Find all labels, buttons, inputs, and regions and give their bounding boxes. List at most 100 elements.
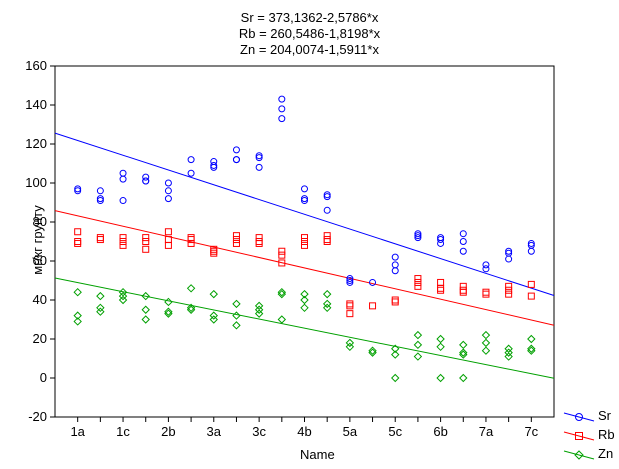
sr-point bbox=[278, 115, 286, 123]
zn-point bbox=[481, 346, 491, 355]
trend-line-zn bbox=[54, 277, 555, 379]
zn-point bbox=[413, 352, 423, 361]
sr-point bbox=[437, 239, 445, 247]
rb-point bbox=[96, 236, 104, 244]
legend-label-sr: Sr bbox=[598, 408, 611, 423]
sr-point bbox=[391, 261, 399, 269]
x-tick-label: 5c bbox=[388, 424, 402, 439]
zn-point bbox=[527, 334, 536, 344]
rb-point bbox=[437, 284, 445, 292]
sr-point bbox=[210, 163, 218, 171]
sr-point bbox=[437, 236, 445, 244]
x-tick-label: 1a bbox=[70, 424, 85, 439]
sr-point bbox=[414, 232, 422, 240]
sr-point bbox=[119, 175, 127, 183]
sr-point bbox=[142, 173, 150, 181]
zn-point bbox=[481, 330, 491, 340]
zn-point bbox=[345, 338, 355, 348]
zn-point bbox=[527, 346, 536, 355]
zn-point bbox=[118, 291, 128, 301]
rb-point bbox=[323, 232, 331, 240]
sr-point bbox=[164, 195, 172, 203]
zn-point bbox=[73, 311, 82, 320]
zn-point bbox=[322, 303, 332, 313]
rb-point bbox=[527, 280, 535, 288]
zn-point bbox=[459, 340, 468, 350]
sr-point bbox=[255, 152, 263, 160]
sr-point bbox=[482, 265, 490, 273]
rb-point bbox=[505, 290, 513, 298]
sr-point bbox=[346, 277, 354, 284]
rb-point bbox=[142, 245, 150, 253]
rb-point bbox=[278, 251, 286, 259]
rb-point bbox=[482, 290, 490, 298]
y-tick-label: 20 bbox=[33, 331, 47, 346]
sr-point bbox=[323, 193, 331, 201]
zn-point bbox=[300, 303, 309, 313]
sr-point bbox=[346, 278, 354, 286]
zn-point bbox=[164, 297, 173, 307]
sr-point bbox=[391, 267, 399, 275]
trend-line-sr bbox=[54, 132, 555, 296]
y-axis-label: мг/кг грунту bbox=[30, 205, 46, 275]
rb-point bbox=[96, 234, 104, 242]
x-tick-label: 4b bbox=[297, 424, 311, 439]
rb-point bbox=[323, 236, 331, 244]
rb-point bbox=[301, 234, 308, 242]
sr-point bbox=[164, 179, 172, 187]
zn-point bbox=[504, 348, 513, 357]
rb-point bbox=[278, 259, 286, 267]
sr-point bbox=[255, 163, 263, 171]
zn-point bbox=[96, 307, 105, 316]
zn-point bbox=[141, 315, 150, 324]
zn-point bbox=[459, 373, 468, 383]
y-tick-label: 120 bbox=[25, 136, 47, 151]
rb-point bbox=[232, 232, 240, 240]
sr-point bbox=[74, 187, 82, 195]
rb-point bbox=[187, 239, 195, 247]
zn-point bbox=[186, 284, 196, 293]
zn-point bbox=[322, 299, 332, 309]
rb-point bbox=[301, 241, 308, 249]
y-tick-label: 140 bbox=[25, 97, 47, 112]
rb-point bbox=[346, 302, 354, 310]
zn-point bbox=[186, 305, 196, 314]
sr-point bbox=[505, 247, 513, 255]
legend-label-rb: Rb bbox=[598, 427, 615, 442]
sr-point bbox=[278, 105, 286, 113]
rb-point bbox=[505, 282, 513, 290]
sr-point bbox=[391, 253, 399, 261]
sr-point bbox=[255, 154, 263, 162]
trend-line-rb bbox=[54, 210, 555, 326]
zn-point bbox=[118, 287, 128, 297]
zn-point bbox=[391, 344, 400, 353]
sr-point bbox=[527, 247, 535, 255]
zn-point bbox=[527, 344, 536, 353]
sr-point bbox=[142, 177, 150, 185]
rb-point bbox=[278, 247, 286, 255]
y-tick-label: -20 bbox=[28, 409, 47, 424]
zn-point bbox=[164, 307, 173, 316]
x-tick-label: 2b bbox=[161, 424, 175, 439]
sr-point bbox=[323, 206, 331, 214]
rb-point bbox=[164, 241, 172, 249]
y-tick-label: 60 bbox=[33, 253, 47, 268]
sr-point bbox=[482, 261, 490, 269]
zn-point bbox=[459, 350, 468, 359]
rb-point bbox=[505, 286, 513, 294]
rb-point bbox=[164, 228, 172, 236]
sr-point bbox=[301, 195, 308, 203]
sr-point bbox=[459, 247, 467, 255]
zn-point bbox=[368, 346, 377, 355]
rb-point bbox=[459, 282, 467, 290]
rb-point bbox=[142, 234, 150, 242]
sr-point bbox=[187, 169, 195, 177]
rb-point bbox=[232, 236, 240, 244]
zn-point bbox=[481, 338, 491, 348]
zn-point bbox=[254, 309, 264, 318]
rb-point bbox=[346, 300, 354, 308]
rb-point bbox=[255, 239, 263, 247]
rb-point bbox=[323, 238, 331, 245]
x-tick-label: 3a bbox=[207, 424, 222, 439]
